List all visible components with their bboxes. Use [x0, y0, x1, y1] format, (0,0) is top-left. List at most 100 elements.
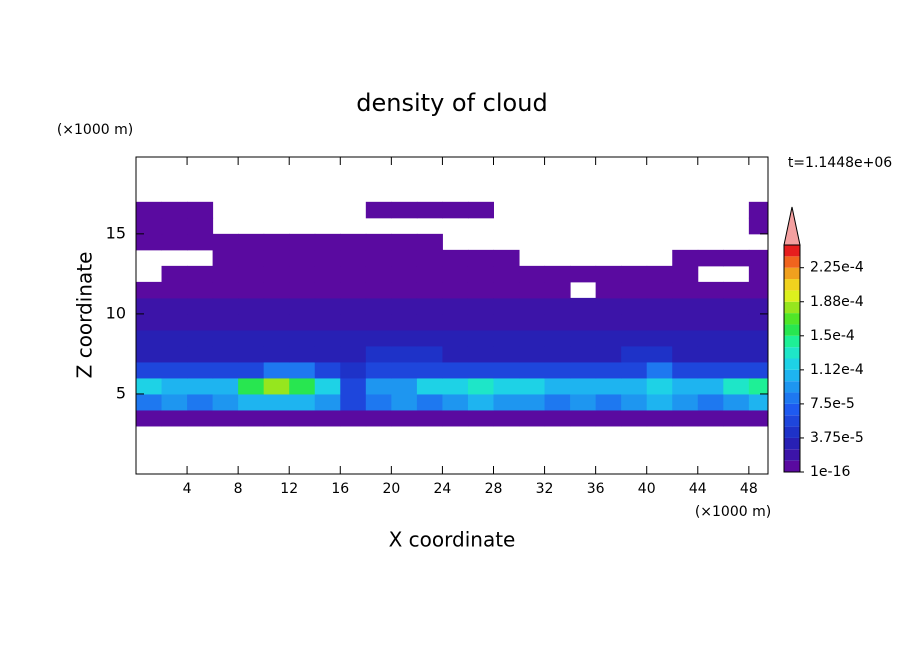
contour-cell [238, 361, 265, 379]
contour-cell [263, 265, 290, 283]
contour-cell [263, 409, 290, 427]
contour-cell [161, 377, 188, 395]
contour-cell [493, 281, 520, 299]
contour-cell [314, 313, 341, 331]
contour-cell [442, 281, 469, 299]
colorbar-band [784, 403, 800, 416]
x-axis-label: X coordinate [389, 528, 516, 552]
contour-cell [672, 377, 699, 395]
contour-cell [212, 393, 239, 411]
contour-cell [263, 249, 290, 267]
contour-cell [212, 345, 239, 363]
contour-cell [289, 409, 316, 427]
contour-cell [340, 409, 367, 427]
contour-cell [340, 297, 367, 315]
contour-cell [365, 249, 392, 267]
contour-cell [467, 249, 494, 267]
colorbar-band [784, 460, 800, 472]
contour-cell [723, 377, 750, 395]
contour-cell [748, 409, 768, 427]
contour-cell [391, 265, 418, 283]
contour-cell [493, 361, 520, 379]
contour-cell [748, 201, 768, 219]
contour-cell [365, 345, 392, 363]
contour-cell [391, 361, 418, 379]
contour-cell [519, 297, 546, 315]
contour-cell [672, 281, 699, 299]
contour-cell [238, 297, 265, 315]
contour-cell [493, 297, 520, 315]
contour-cell [467, 345, 494, 363]
contour-cell [365, 233, 392, 251]
contour-cell [263, 281, 290, 299]
contour-cell [391, 281, 418, 299]
contour-cell [238, 249, 265, 267]
contour-cell [391, 233, 418, 251]
contour-cell [493, 265, 520, 283]
contour-cell [416, 345, 443, 363]
contour-cell [161, 313, 188, 331]
contour-cell [544, 409, 571, 427]
contour-cell [340, 313, 367, 331]
contour-cell [161, 297, 188, 315]
colorbar-band [784, 279, 800, 291]
x-tick-label: 32 [536, 481, 554, 497]
contour-cell [672, 249, 699, 267]
contour-cell [672, 345, 699, 363]
contour-cell [187, 345, 214, 363]
contour-cell [314, 345, 341, 363]
contour-cell [493, 329, 520, 347]
contour-cell [416, 409, 443, 427]
contour-cell [595, 393, 622, 411]
contour-cell [723, 249, 750, 267]
contour-cell [416, 393, 443, 411]
contour-cell [187, 361, 214, 379]
contour-cell [416, 329, 443, 347]
contour-cell [416, 297, 443, 315]
colorbar-tick-label: 1e-16 [810, 464, 850, 480]
contour-cell [238, 393, 265, 411]
contour-cell [621, 281, 648, 299]
contour-cell [467, 281, 494, 299]
y-axis-label: Z coordinate [73, 252, 97, 379]
contour-cell [340, 233, 367, 251]
contour-cell [136, 297, 163, 315]
colorbar-band [784, 301, 800, 314]
contour-cell [187, 265, 214, 283]
colorbar-band [784, 437, 800, 450]
contour-cell [289, 233, 316, 251]
contour-cell [672, 393, 699, 411]
y-tick-label: 15 [106, 223, 126, 242]
contour-cell [289, 345, 316, 363]
contour-cell [570, 313, 597, 331]
contour-cell [621, 393, 648, 411]
colorbar-band [784, 256, 800, 268]
contour-cell [595, 345, 622, 363]
contour-cell [442, 393, 469, 411]
x-tick-label: 24 [434, 481, 452, 497]
contour-cell [314, 409, 341, 427]
contour-cell [187, 201, 214, 219]
contour-cell [621, 313, 648, 331]
colorbar-band [784, 358, 800, 370]
contour-cell [646, 313, 673, 331]
time-label: t=1.1448e+06 [788, 155, 892, 171]
x-tick-label: 36 [587, 481, 605, 497]
contour-cell [723, 297, 750, 315]
colorbar-band [784, 392, 800, 404]
contour-cell [365, 409, 392, 427]
contour-cell [416, 361, 443, 379]
contour-cell [136, 281, 163, 299]
contour-cell [289, 393, 316, 411]
contour-cell [697, 281, 724, 299]
contour-cell [340, 345, 367, 363]
contour-cell [544, 345, 571, 363]
contour-cell [136, 201, 163, 219]
contour-cell [672, 361, 699, 379]
contour-cell [723, 329, 750, 347]
contour-cell [467, 393, 494, 411]
contour-cell [595, 313, 622, 331]
contour-cell [187, 329, 214, 347]
contour-cell [748, 265, 768, 283]
contour-cell [161, 281, 188, 299]
